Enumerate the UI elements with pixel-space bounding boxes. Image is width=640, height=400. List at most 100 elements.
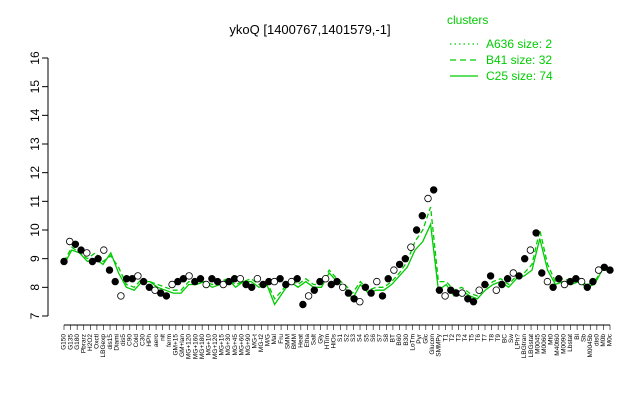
data-point (202, 280, 210, 289)
x-tick-label: M0c (607, 333, 614, 346)
x-tick-label: ferm (166, 334, 173, 347)
x-tick-label: Mt0 (548, 334, 555, 345)
data-point (333, 277, 341, 286)
x-tick-label: G150 (61, 334, 68, 350)
x-tick-label: Diami (113, 334, 120, 351)
data-point (287, 277, 296, 286)
x-tick-label: Salt (311, 334, 318, 345)
x-tick-label: T2 (449, 334, 456, 342)
data-point (458, 289, 466, 297)
data-point (390, 266, 398, 274)
x-tick-label: MG+10 (205, 334, 212, 356)
data-point (475, 286, 483, 294)
x-tick-label: T1 (442, 334, 449, 342)
data-point (293, 275, 301, 283)
x-tick-label: aero (153, 334, 160, 347)
x-tick-label: Sb (580, 334, 587, 342)
x-tick-label: Pyr (416, 333, 423, 344)
data-point (339, 283, 347, 291)
series-line-C25 (63, 221, 610, 306)
data-point (412, 226, 421, 234)
x-tick-label: T8 (488, 334, 495, 342)
x-tick-label: M0b (600, 334, 607, 347)
data-point (100, 246, 108, 254)
x-tick-label: nit (159, 334, 166, 341)
x-tick-label: T9 (495, 334, 502, 342)
x-tick-label: Mal (271, 333, 278, 344)
data-point (538, 269, 546, 277)
x-tick-label: HPh (146, 334, 153, 347)
data-point (464, 295, 472, 303)
data-point (191, 277, 199, 286)
data-point (469, 298, 478, 306)
data-point (151, 286, 159, 294)
x-tick-label: Pbrarz (80, 334, 87, 353)
x-tick-label: dis5 (120, 334, 127, 346)
data-point (509, 269, 517, 277)
legend: clusters A636 size: 2 B41 size: 32 C25 siz… (447, 13, 553, 83)
data-point (577, 277, 586, 286)
data-point (441, 292, 449, 300)
data-point (327, 280, 335, 289)
x-tick-label: Glucon (429, 334, 436, 355)
x-tick-label: Lbstat (567, 334, 574, 352)
y-tick-label: 8 (28, 284, 42, 291)
data-point (481, 280, 489, 289)
data-point (247, 283, 256, 291)
data-point (549, 283, 557, 291)
x-tick-label: LBGexp (100, 334, 107, 358)
x-tick-label: T6 (475, 334, 482, 342)
data-point (304, 292, 313, 300)
x-tick-label: S3 (350, 334, 357, 342)
x-tick-label: G135 (67, 334, 74, 350)
data-point (373, 277, 381, 286)
y-axis: 7 8 9 10 11 12 13 14 15 16 (28, 51, 49, 319)
y-tick-label: 7 (28, 312, 42, 319)
x-tick-label: SMMPy (436, 333, 443, 357)
x-tick-label: S8 (383, 334, 390, 342)
x-tick-label: B60 (396, 334, 403, 346)
data-point (361, 283, 370, 291)
x-tick-label: MG+160 (192, 334, 199, 359)
x-tick-label: LoTm (409, 334, 416, 351)
data-point (356, 298, 364, 306)
x-tick-label: BC (501, 334, 508, 343)
y-tick-label: 15 (28, 80, 42, 94)
x-tick-label: MG+180 (199, 334, 206, 359)
legend-label-0: A636 size: 2 (486, 37, 552, 51)
data-point (543, 277, 552, 286)
data-point (555, 275, 563, 283)
y-tick-label: 9 (28, 255, 42, 262)
x-tick-label: Oxctl (94, 333, 101, 348)
x-tick-label: M40t60 (554, 334, 561, 356)
x-tick-label: M/G (265, 334, 272, 346)
x-tick-label: H2O2 (87, 334, 94, 351)
legend-title: clusters (447, 13, 488, 27)
legend-label-2: C25 size: 74 (486, 69, 553, 83)
data-point (589, 277, 597, 286)
x-tick-label: Sw (508, 334, 515, 343)
x-tick-label: M0045 (534, 334, 541, 354)
x-tick-label: M0060 (541, 334, 548, 354)
data-point (395, 260, 404, 269)
data-point (430, 186, 438, 194)
data-point (270, 277, 279, 286)
x-tick-label: C30 (140, 334, 147, 346)
data-point (572, 275, 580, 283)
x-tick-label: LBGtran (521, 334, 528, 359)
data-point (225, 277, 233, 286)
data-point (583, 283, 591, 291)
x-tick-label: GM+15 (173, 334, 180, 356)
data-point (162, 292, 171, 300)
data-point (350, 295, 358, 303)
x-tick-label: LPh? (515, 334, 522, 350)
data-point (117, 292, 125, 300)
data-point (236, 275, 244, 283)
data-point (83, 249, 91, 257)
x-tick-label: Gly (317, 333, 324, 344)
x-tick-label: B30 (403, 334, 410, 346)
data-point (213, 277, 222, 286)
x-tick-label: M0090 (561, 334, 568, 354)
x-tick-label: Heat (298, 334, 305, 348)
x-tick-label: MG+30 (225, 334, 232, 356)
